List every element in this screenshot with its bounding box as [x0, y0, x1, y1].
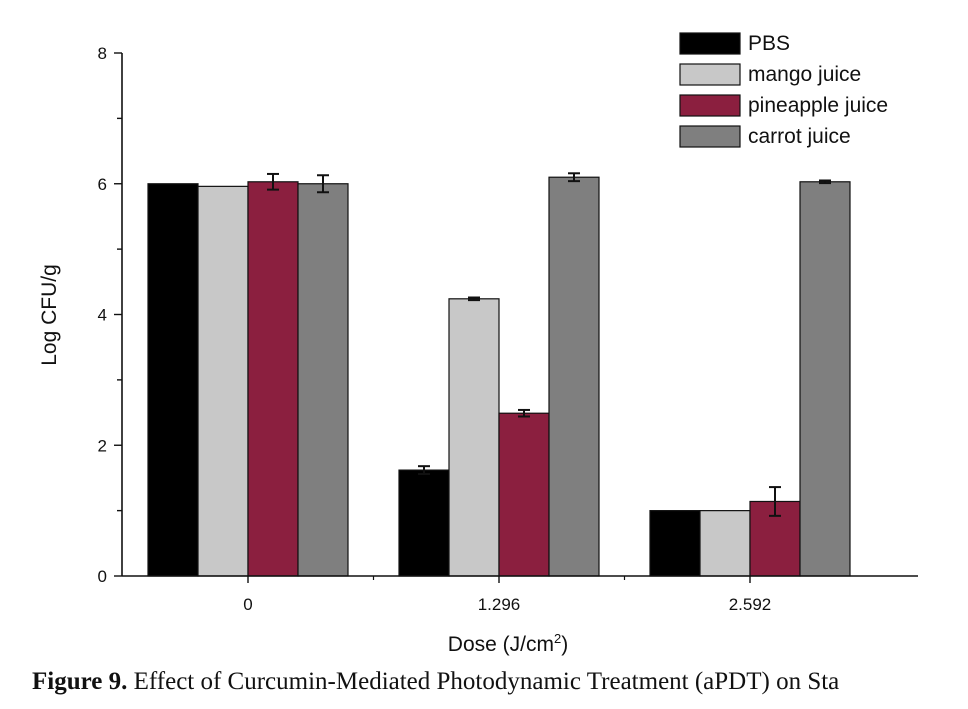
- legend-label: PBS: [748, 32, 790, 55]
- bar: [548, 176, 600, 577]
- x-tick-label: 0: [243, 595, 252, 614]
- legend-label: mango juice: [748, 63, 861, 86]
- y-tick-label: 6: [98, 175, 107, 194]
- y-tick-label: 2: [98, 436, 107, 455]
- x-axis-label-main: Dose (J/cm: [448, 633, 554, 656]
- legend-swatch: [679, 125, 741, 148]
- bar: [297, 183, 349, 577]
- y-tick-label: 8: [98, 44, 107, 63]
- bar: [498, 412, 550, 577]
- y-axis-label: Log CFU/g: [38, 264, 61, 366]
- caption-label: Figure 9.: [32, 668, 128, 695]
- bar: [649, 510, 701, 577]
- legend-swatch: [679, 32, 741, 55]
- legend-swatch: [679, 94, 741, 117]
- bar: [147, 183, 199, 577]
- error-bars-layer: [267, 172, 831, 517]
- x-axis-label: Dose (J/cm2): [448, 631, 568, 656]
- bars-layer: [147, 176, 851, 577]
- legend-label: pineapple juice: [748, 94, 888, 117]
- figure-caption: Figure 9. Effect of Curcumin-Mediated Ph…: [32, 668, 839, 696]
- bar: [699, 510, 751, 577]
- x-tick-label: 2.592: [729, 595, 772, 614]
- y-ticks: 0 2 4 6 8: [98, 44, 122, 586]
- bar: [398, 469, 450, 577]
- y-tick-label: 0: [98, 567, 107, 586]
- x-ticks: 0 1.296 2.592: [243, 576, 771, 614]
- bar: [799, 181, 851, 577]
- bar: [448, 298, 500, 577]
- bar: [247, 181, 299, 577]
- legend-swatch: [679, 63, 741, 86]
- y-tick-label: 4: [98, 306, 107, 325]
- caption-text: Effect of Curcumin-Mediated Photodynamic…: [133, 668, 840, 695]
- x-axis-label-superscript: 2: [554, 631, 561, 646]
- x-tick-label: 1.296: [478, 595, 521, 614]
- bar: [197, 185, 249, 577]
- legend-label: carrot juice: [748, 125, 851, 148]
- legend: PBS mango juice pineapple juice carrot juic…: [679, 32, 888, 148]
- x-axis-label-tail: ): [561, 633, 568, 656]
